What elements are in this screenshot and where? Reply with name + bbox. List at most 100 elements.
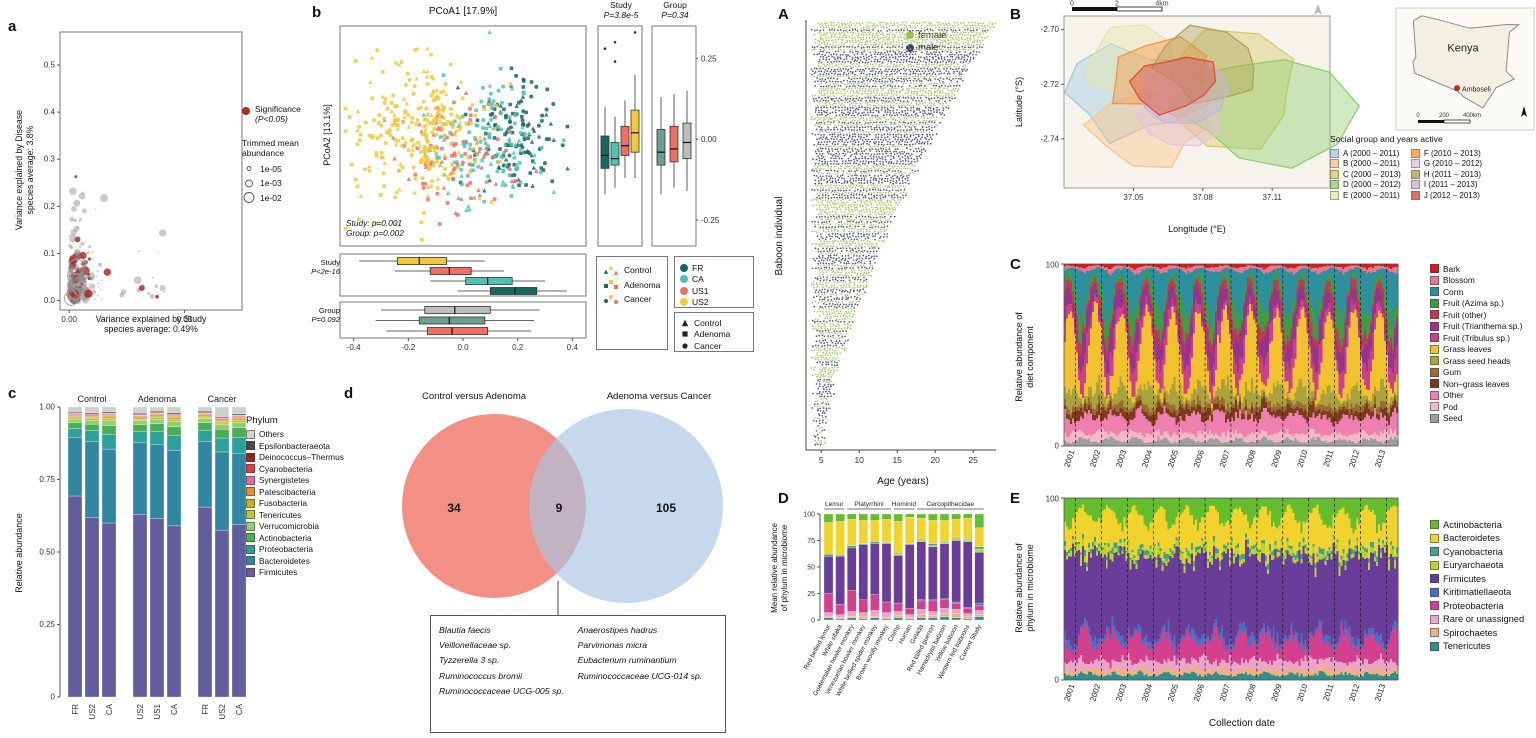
pcoa-study-p: Study: p=0.001 [346, 218, 403, 228]
legend-swatch [1410, 148, 1420, 158]
species-name: Ruminococcaceae UCG-014 sp. [577, 670, 703, 681]
species-name: Eubacterium ruminantium [577, 655, 677, 666]
legend-label: Verrucomicrobia [259, 521, 319, 531]
legend-label: J (2012 – 2013) [1423, 190, 1480, 200]
legend-item: Blossom [1430, 275, 1536, 285]
legend-label: Non–grass leaves [1443, 378, 1510, 389]
panel-a-xlabel: Variance explained by Study species aver… [60, 314, 242, 334]
legend-swatch [1430, 587, 1439, 597]
panel-a-label: a [8, 18, 17, 35]
social-group-legend-title: Social group and years active [1330, 134, 1443, 144]
study-box-title: Study P=3.8e-5 [594, 0, 648, 20]
legend-label: C (2000 – 2013) [1343, 169, 1401, 179]
legend-label: Others [259, 429, 284, 439]
legend-label: Bark [1443, 263, 1461, 274]
legend-label: Cyanobacteria [1443, 546, 1503, 557]
legend-item: Proteobacteria [246, 544, 342, 554]
legend-item: Others [246, 429, 342, 439]
legend-label: Actinobacteria [1443, 519, 1502, 530]
group-box-title: Group P=0.34 [648, 0, 702, 20]
svg-text:US1: US1 [153, 703, 162, 719]
shape-legend-label: Cancer [694, 340, 722, 351]
legend-swatch [246, 544, 255, 554]
legend-swatch [1330, 190, 1339, 200]
group-pvalue: P=0.34 [661, 10, 689, 20]
legend-label: Fruit (Azima sp.) [1443, 298, 1504, 308]
legend-swatch [680, 298, 688, 306]
significance-dot-icon [242, 107, 250, 115]
legend-label: A (2000 – 2011) [1343, 148, 1400, 158]
svg-text:FR: FR [71, 704, 80, 715]
bottom-study-label: Study P<2e-16 [308, 258, 340, 276]
panel-E-plot: 2001 2002 2003 2004 2005 2006 2007 2008 2009 2010… [1046, 495, 1399, 703]
species-name: Ruminococcaceae UCG-005 sp. [439, 685, 564, 696]
panel-E-ylabel-line2: phylum in microbiome [1025, 544, 1035, 632]
svg-text:0.0: 0.0 [44, 296, 56, 305]
svg-text:-0.25: -0.25 [701, 216, 720, 225]
legend-swatch [246, 429, 255, 439]
svg-text:-0.4: -0.4 [347, 343, 361, 352]
svg-text:0.50: 0.50 [39, 548, 55, 557]
legend-item: Grass seed heads [1430, 356, 1536, 366]
group-shape-legend: Control Adenoma Cancer [674, 312, 754, 352]
panel-b-label: b [312, 4, 322, 21]
legend-swatch [1330, 159, 1339, 168]
pcoa-group-p: Group: p=0.002 [346, 228, 404, 238]
svg-text:Control: Control [77, 394, 106, 404]
panel-A-ylabel: Baboon individual [774, 196, 785, 276]
legend-swatch [1430, 574, 1439, 583]
legend-swatch [1410, 190, 1420, 200]
shape-legend-label: Control [694, 317, 722, 328]
legend-label: Proteobacteria [259, 544, 313, 554]
panel-C-label: C [1010, 256, 1021, 273]
social-group-legend-col1: A (2000 – 2011) B (2000 – 2011) C (2000 – … [1330, 147, 1401, 201]
legend-swatch [246, 521, 255, 531]
legend-swatch [1430, 402, 1439, 411]
legend-item: Fruit (Azima sp.) [1430, 298, 1536, 308]
legend-item: Firmicutes [1430, 574, 1536, 584]
social-group-legend: Social group and years active A (2000 – … [1330, 134, 1534, 201]
panel-b-plot: 0.25 0.00 -0.25 -0.4 -0.2 0.0 0.2 0.4 [339, 25, 720, 352]
panel-C-ylabel-line2: diet component [1025, 326, 1035, 388]
legend-item: Spirochaetes [1430, 628, 1536, 638]
bottom-group-pvalue: P=0.092 [311, 315, 340, 324]
panel-B-label: B [1010, 6, 1021, 23]
species-name: Anaerostipes hadrus [577, 625, 658, 635]
square-icon [682, 331, 688, 337]
legend-label: Fruit (other) [1443, 309, 1487, 320]
legend-swatch [1430, 333, 1439, 342]
shape-legend-item: Cancer [680, 341, 748, 351]
bottom-study-pvalue: P<2e-16 [311, 267, 340, 276]
legend-swatch [1330, 148, 1339, 158]
venn-species-col2: Anaerostipes hadrus Parvimonas micra Eubac… [578, 623, 703, 725]
legend-item: F (2010 – 2013) [1410, 148, 1482, 158]
panel-E-xlabel: Collection date [1208, 718, 1276, 729]
legend-item: US1 [680, 286, 748, 296]
group-title: Group [663, 0, 687, 10]
abundance-size-icon [243, 192, 255, 203]
legend-label: Firmicutes [1443, 573, 1486, 584]
venn-left-count: 34 [447, 501, 461, 515]
legend-swatch [246, 464, 255, 473]
legend-label: Proteobacteria [1443, 600, 1504, 611]
legend-item: Kiritimatiellaeota [1430, 587, 1536, 597]
legend-item: US2 [680, 297, 748, 307]
legend-swatch [680, 275, 688, 283]
panel-B: B Latitude (°S) 37.05 37.08 37.11 -2.70 -2.7… [1006, 1, 1536, 252]
legend-label: FR [692, 262, 704, 273]
legend-swatch [1430, 547, 1439, 556]
legend-item: Fusobacteria [246, 498, 342, 508]
svg-text:0.75: 0.75 [39, 475, 55, 484]
svg-text:0: 0 [51, 693, 56, 702]
legend-item: Fruit (Tribulus sp.) [1430, 333, 1536, 343]
shape-legend-label: Adenoma [694, 329, 731, 339]
abundance-size-item: 1e-02 [242, 191, 304, 204]
svg-text:1.00: 1.00 [39, 403, 55, 412]
legend-item: Gum [1430, 367, 1536, 377]
svg-text:CA: CA [235, 703, 244, 715]
legend-swatch [1430, 560, 1439, 570]
group-cluster-item: Control [602, 264, 662, 277]
